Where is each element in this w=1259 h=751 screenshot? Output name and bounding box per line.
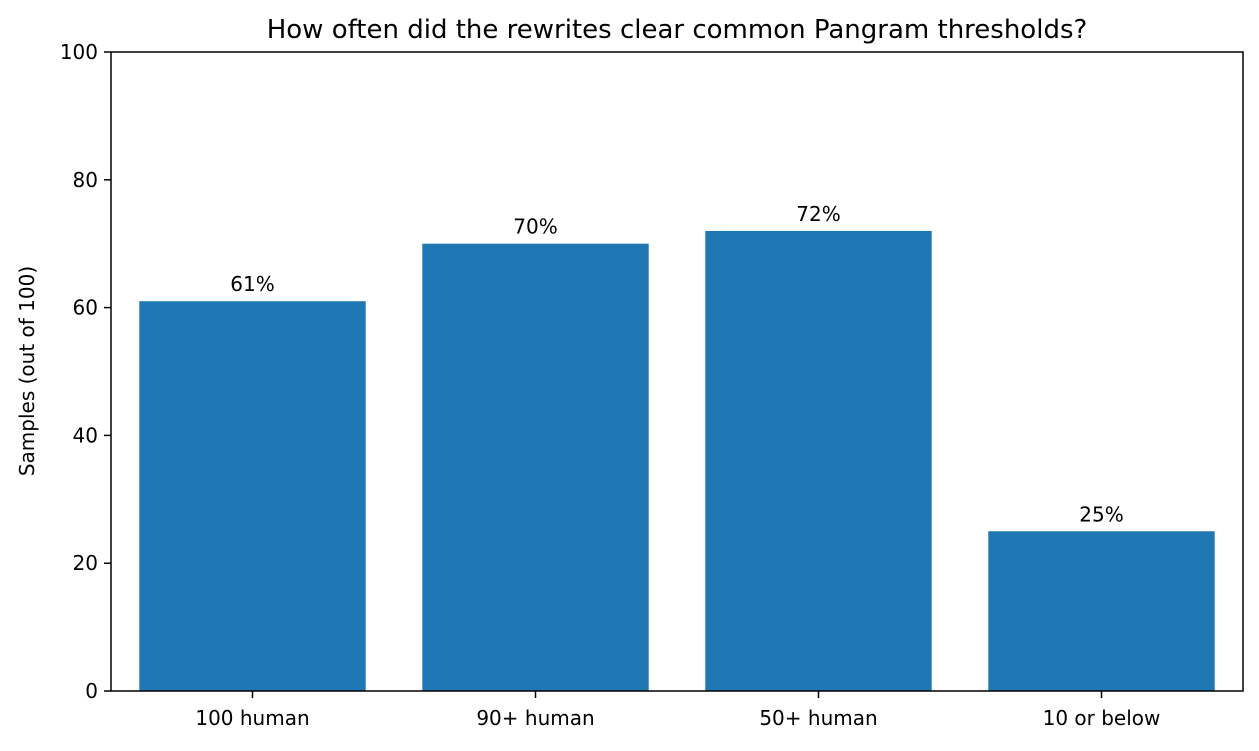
y-tick-label-1: 20 (73, 551, 98, 575)
plot-area: 61% 70% 72% 25% 0 20 40 60 80 100 100 human 90+ hum… (60, 40, 1244, 730)
x-tick-label-2: 50+ human (759, 706, 877, 730)
x-tick-label-3: 10 or below (1043, 706, 1161, 730)
bar-2 (705, 230, 932, 692)
bar-3 (988, 531, 1215, 691)
bar-1 (422, 243, 649, 691)
x-tick-label-0: 100 human (195, 706, 309, 730)
y-tick-label-3: 60 (73, 296, 98, 320)
y-tick-label-0: 0 (85, 679, 98, 703)
axes-frame (110, 51, 1244, 692)
data-label-2: 72% (796, 202, 840, 226)
bar-0 (139, 301, 366, 691)
y-axis-label: Samples (out of 100) (15, 266, 39, 476)
y-tick-label-2: 40 (73, 423, 98, 447)
data-label-3: 25% (1079, 502, 1123, 526)
y-tick-label-5: 100 (60, 40, 98, 64)
x-tick-label-1: 90+ human (476, 706, 594, 730)
data-label-1: 70% (513, 215, 557, 239)
chart-title: How often did the rewrites clear common … (267, 15, 1088, 45)
y-tick-label-4: 80 (73, 168, 98, 192)
data-label-0: 61% (230, 272, 274, 296)
